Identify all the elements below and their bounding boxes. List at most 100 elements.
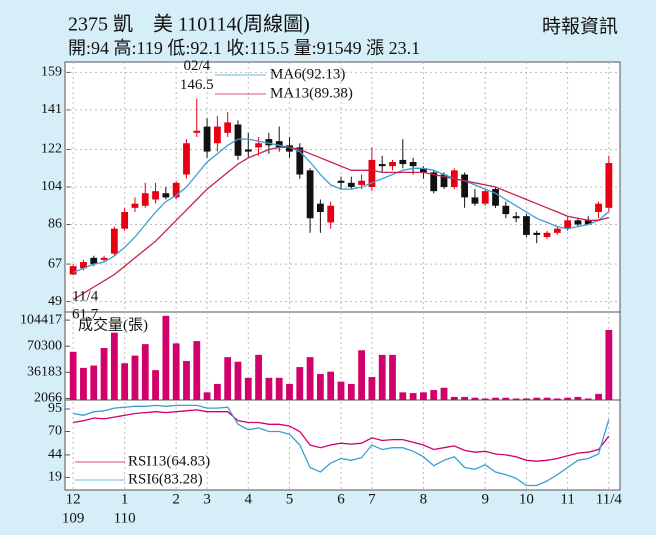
candle-body bbox=[533, 232, 541, 235]
x-tick-label: 5 bbox=[286, 491, 294, 507]
x-tick-label: 3 bbox=[203, 491, 211, 507]
candle-body bbox=[595, 203, 602, 212]
candle-body bbox=[409, 162, 417, 167]
bar bbox=[533, 397, 541, 400]
candle-body bbox=[389, 162, 396, 167]
candle-body bbox=[203, 126, 211, 152]
x-tick-label: 11/4 bbox=[596, 491, 623, 507]
y-tick-label: 104 bbox=[41, 179, 62, 194]
y-tick-label: 2066 bbox=[34, 391, 62, 406]
bar bbox=[450, 396, 458, 400]
legend-label: RSI6(83.28) bbox=[128, 471, 203, 487]
bar bbox=[203, 392, 211, 400]
candle-body bbox=[100, 257, 108, 260]
x-year-label: 110 bbox=[114, 510, 136, 526]
candle-body bbox=[110, 228, 118, 254]
bar bbox=[378, 354, 386, 400]
candle-body bbox=[234, 124, 242, 156]
x-tick-label: 2 bbox=[172, 491, 180, 507]
bar bbox=[224, 357, 232, 400]
bar bbox=[420, 392, 427, 400]
candle-body bbox=[492, 189, 499, 206]
y-tick-label: 19 bbox=[48, 470, 62, 485]
bar bbox=[90, 365, 98, 400]
bar bbox=[131, 355, 139, 400]
annotation-value: 146.5 bbox=[180, 77, 214, 93]
bar bbox=[389, 354, 396, 400]
x-tick-label: 8 bbox=[420, 491, 428, 507]
y-tick-label: 49 bbox=[48, 294, 62, 309]
candle-body bbox=[327, 205, 335, 223]
y-tick-label: 141 bbox=[41, 102, 62, 117]
bar bbox=[213, 383, 221, 400]
x-year-label: 109 bbox=[62, 510, 85, 526]
bar bbox=[183, 360, 190, 400]
candle-body bbox=[347, 182, 355, 187]
candle-body bbox=[296, 147, 304, 175]
candle-body bbox=[90, 257, 98, 265]
bar bbox=[80, 367, 87, 400]
line-series bbox=[72, 146, 609, 301]
annotation-value: 61.7 bbox=[72, 307, 99, 323]
chart-subtitle: 開:94 高:119 低:92.1 收:115.5 量:91549 漲 23.1 bbox=[68, 38, 420, 58]
bar bbox=[358, 350, 366, 400]
candle-body bbox=[553, 228, 561, 233]
bar bbox=[100, 347, 108, 400]
candle-body bbox=[162, 193, 170, 198]
x-tick-label: 9 bbox=[481, 491, 489, 507]
candle-body bbox=[368, 159, 376, 187]
candle-body bbox=[430, 172, 438, 192]
bar bbox=[564, 397, 572, 400]
legend-label: 成交量(張) bbox=[78, 315, 148, 333]
x-tick-label: 7 bbox=[368, 491, 376, 507]
bar bbox=[574, 396, 582, 400]
bar bbox=[368, 377, 376, 400]
candle-body bbox=[193, 130, 201, 133]
line-series bbox=[72, 138, 610, 274]
candle-body bbox=[399, 159, 407, 165]
bar bbox=[440, 387, 448, 400]
bar bbox=[286, 383, 293, 400]
candle-body bbox=[224, 122, 232, 133]
x-tick-label: 11 bbox=[560, 491, 574, 507]
y-tick-label: 104417 bbox=[20, 312, 62, 327]
bar bbox=[234, 361, 242, 400]
bar bbox=[141, 344, 149, 400]
candle-body bbox=[440, 174, 448, 187]
bar bbox=[399, 392, 407, 400]
bar bbox=[523, 398, 530, 400]
candle-body bbox=[358, 180, 366, 185]
y-tick-label: 70300 bbox=[27, 338, 62, 353]
bar bbox=[409, 393, 417, 400]
candle-body bbox=[471, 197, 479, 204]
bar bbox=[172, 343, 180, 400]
candle-body bbox=[306, 170, 314, 219]
bar bbox=[430, 390, 438, 400]
x-tick-label: 6 bbox=[337, 491, 345, 507]
candle-body bbox=[275, 141, 283, 148]
candle-body bbox=[80, 262, 87, 269]
candle-body bbox=[131, 203, 139, 208]
bar bbox=[337, 381, 345, 400]
bar bbox=[265, 377, 273, 400]
x-tick-label: 1 bbox=[121, 491, 129, 507]
candle-body bbox=[420, 168, 427, 173]
bar bbox=[347, 383, 355, 400]
bar bbox=[512, 398, 520, 400]
candle-body bbox=[523, 216, 530, 235]
bar bbox=[69, 351, 77, 400]
bar bbox=[244, 377, 252, 400]
line-series bbox=[73, 409, 610, 462]
candle-body bbox=[605, 163, 613, 208]
legend-label: MA13(89.38) bbox=[270, 85, 353, 101]
candle-body bbox=[286, 145, 293, 152]
annotation-date: 02/4 bbox=[183, 58, 210, 74]
y-tick-label: 36183 bbox=[27, 365, 62, 380]
candle-body bbox=[461, 174, 469, 198]
legend-label: RSI13(64.83) bbox=[128, 453, 210, 469]
candle-body bbox=[502, 205, 510, 215]
bar bbox=[595, 393, 602, 400]
x-tick-label: 4 bbox=[245, 491, 253, 507]
chart-title: 2375 凱 美 110114(周線圖) bbox=[68, 13, 310, 36]
